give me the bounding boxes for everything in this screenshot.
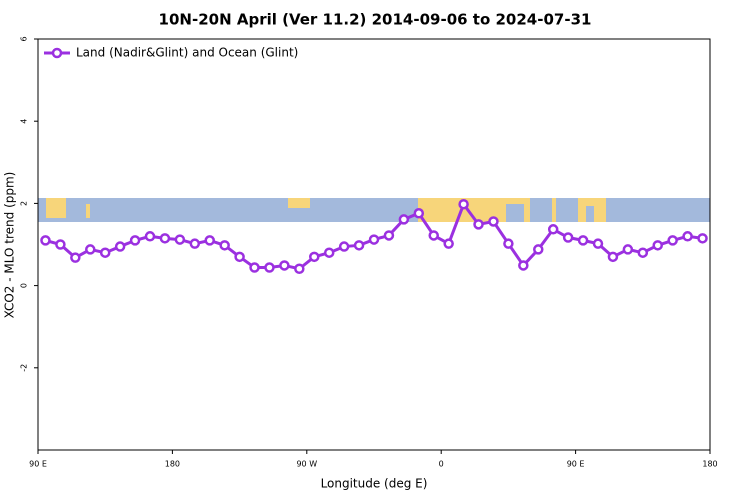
data-point <box>294 263 305 274</box>
data-point <box>682 231 693 242</box>
data-point <box>189 238 201 249</box>
legend-marker <box>51 47 63 59</box>
data-point <box>637 247 649 258</box>
chart-title: 10N-20N April (Ver 11.2) 2014-09-06 to 2… <box>159 11 592 29</box>
data-point <box>428 230 439 241</box>
data-point <box>652 240 663 251</box>
data-point <box>518 260 529 271</box>
data-point <box>503 238 514 249</box>
data-point <box>592 238 604 249</box>
data-point <box>323 247 335 258</box>
x-tick-label: 0 <box>439 460 444 469</box>
data-point <box>219 240 230 251</box>
data-point <box>159 233 171 244</box>
data-point <box>55 239 66 250</box>
legend-label: Land (Nadir&Glint) and Ocean (Glint) <box>76 46 298 60</box>
data-point <box>40 235 51 246</box>
y-tick-label: 6 <box>20 36 29 41</box>
data-point <box>577 235 589 246</box>
data-point <box>488 216 499 227</box>
x-tick-label: 90 E <box>29 460 47 469</box>
data-point <box>114 241 126 252</box>
data-point <box>353 240 365 251</box>
y-tick-label: -2 <box>20 364 29 372</box>
data-point <box>458 198 469 210</box>
y-axis-label: XCO2 - MLO trend (ppm) <box>3 172 17 319</box>
data-point <box>607 251 619 263</box>
x-axis-label: Longitude (deg E) <box>321 477 428 491</box>
data-point <box>249 262 260 273</box>
data-point <box>443 238 454 249</box>
y-tick-label: 4 <box>20 119 29 124</box>
data-point <box>697 233 708 244</box>
data-point <box>413 208 425 219</box>
data-point <box>562 232 574 243</box>
data-point <box>204 235 215 246</box>
data-point <box>368 234 380 245</box>
data-point <box>85 244 96 255</box>
data-point <box>473 219 484 230</box>
data-point <box>264 262 275 273</box>
x-tick-label: 180 <box>165 460 180 469</box>
data-point <box>547 224 559 235</box>
data-point <box>234 251 245 263</box>
data-point <box>174 234 186 245</box>
data-point <box>398 214 410 225</box>
x-tick-label: 180 <box>702 460 717 469</box>
data-point <box>622 244 634 255</box>
data-point <box>279 260 290 271</box>
data-point <box>533 244 544 255</box>
y-tick-label: 2 <box>20 201 29 206</box>
data-point <box>99 247 111 258</box>
data-point <box>338 241 350 252</box>
x-tick-label: 90 E <box>567 460 585 469</box>
data-point <box>70 252 81 263</box>
map-strip <box>38 198 710 222</box>
plot-frame <box>37 38 711 451</box>
data-point <box>129 235 141 246</box>
data-point <box>309 251 320 263</box>
data-point <box>383 230 395 241</box>
y-tick-label: 0 <box>20 283 29 288</box>
data-point <box>667 235 678 246</box>
data-point <box>144 231 156 242</box>
x-tick-label: 90 W <box>296 460 317 469</box>
